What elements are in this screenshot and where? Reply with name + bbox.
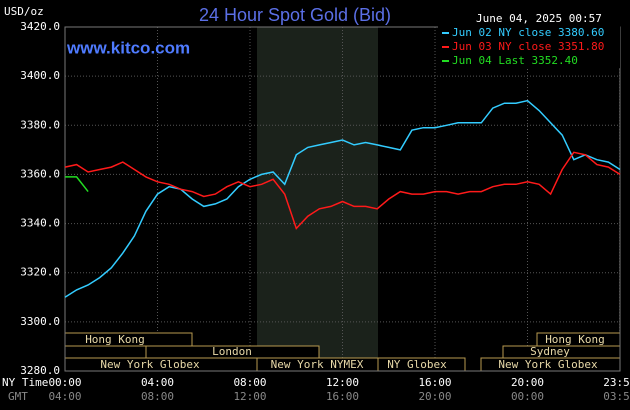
y-tick-label: 3320.0 xyxy=(20,266,60,279)
session-label: London xyxy=(212,345,252,358)
y-tick-label: 3300.0 xyxy=(20,315,60,328)
x-tick-label: 08:00 xyxy=(233,376,266,389)
x2-tick-label: 04:00 xyxy=(48,390,81,403)
y-axis-label: USD/oz xyxy=(4,5,44,18)
x-tick-label: 00:00 xyxy=(48,376,81,389)
sessions: Hong Kong Hong Kong London Sydney New Yo… xyxy=(64,332,621,372)
x-tick-label: 12:00 xyxy=(326,376,359,389)
y-tick-label: 3420.0 xyxy=(20,20,60,33)
legend-label: Jun 03 NY close 3351.80 xyxy=(452,40,604,53)
source: www.kitco.com xyxy=(66,38,190,57)
y-tick-label: 3340.0 xyxy=(20,217,60,230)
x2-tick-label: 03:59 xyxy=(603,390,630,403)
legend-label: Jun 04 Last 3352.40 xyxy=(452,54,578,67)
x2-tick-label: 16:00 xyxy=(326,390,359,403)
plot-frame xyxy=(64,26,621,372)
x-axis-label: NY Time xyxy=(2,376,48,389)
series-line xyxy=(65,176,89,193)
session-label: Hong Kong xyxy=(545,333,605,346)
session-label: New York NYMEX xyxy=(271,358,364,371)
session-label: Hong Kong xyxy=(85,333,145,346)
x2-tick-label: 08:00 xyxy=(141,390,174,403)
x2-axis-label: GMT xyxy=(8,390,28,403)
session-label: Sydney xyxy=(530,345,570,358)
x-tick-label: 16:00 xyxy=(418,376,451,389)
session-label: New York Globex xyxy=(100,358,200,371)
series-line xyxy=(64,151,621,230)
x2-tick-label: 00:00 xyxy=(511,390,544,403)
x2-tick-label: 12:00 xyxy=(233,390,266,403)
legend-box xyxy=(438,26,620,68)
y-tick-label: 3400.0 xyxy=(20,69,60,82)
x-tick-label: 23:59 xyxy=(603,376,630,389)
chart-title: 24 Hour Spot Gold (Bid) xyxy=(199,5,391,25)
y-tick-label: 3280.0 xyxy=(20,364,60,377)
series-line xyxy=(64,99,621,298)
session-box xyxy=(64,345,147,359)
session-label: NY Globex xyxy=(387,358,447,371)
x-tick-label: 20:00 xyxy=(511,376,544,389)
session-label: New York Globex xyxy=(498,358,598,371)
x2-tick-label: 20:00 xyxy=(418,390,451,403)
y-tick-label: 3360.0 xyxy=(20,167,60,180)
nymex-shade xyxy=(257,27,378,371)
legend-label: Jun 02 NY close 3380.60 xyxy=(452,26,604,39)
x-tick-label: 04:00 xyxy=(141,376,174,389)
timestamp: June 04, 2025 00:57 xyxy=(476,12,602,25)
y-tick-label: 3380.0 xyxy=(20,118,60,131)
